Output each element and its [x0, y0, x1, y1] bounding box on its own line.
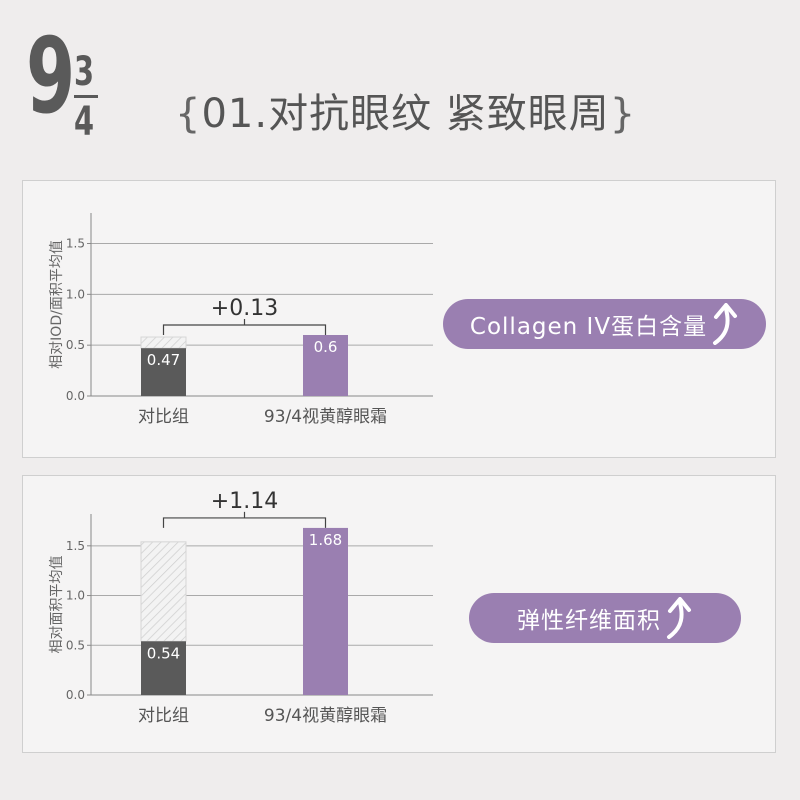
bar-product	[303, 335, 348, 396]
bar-value-label: 0.6	[314, 338, 338, 356]
y-tick-label: 1.0	[66, 589, 85, 603]
y-tick-label: 1.5	[66, 539, 85, 553]
brand-logo: 9 3 4	[26, 15, 106, 142]
logo-numerator: 3	[74, 49, 95, 95]
bar-value-label: 1.68	[309, 531, 342, 549]
elastic-badge-label: 弹性纤维面积	[517, 608, 661, 634]
arrow-up-icon	[713, 303, 738, 345]
y-tick-label: 0.5	[66, 338, 85, 352]
difference-bracket	[162, 319, 327, 335]
bar-control	[141, 348, 186, 396]
collagen-badge: Collagen IV蛋白含量	[443, 299, 766, 349]
y-tick-label: 1.0	[66, 287, 85, 301]
y-tick-label: 0.5	[66, 638, 85, 652]
section-title: {01.对抗眼纹 紧致眼周}	[175, 86, 636, 142]
title-text: 01.对抗眼纹 紧致眼周	[201, 91, 610, 137]
difference-label: +1.14	[211, 489, 278, 514]
bar-value-label: 0.54	[147, 644, 180, 662]
y-axis-label: 相对面积平均值	[49, 556, 65, 654]
y-tick-label: 0.0	[66, 688, 85, 702]
difference-bracket	[162, 511, 327, 528]
arrow-up-icon	[667, 597, 691, 639]
hatched-gap	[140, 541, 187, 642]
bar-value-label: 0.47	[147, 351, 180, 369]
chart-panel-elastic: 0.0 0.5 1.0 1.5 相对面积平均值 0.54 对比组 1.68 93/4视黄醇眼霜 +…	[22, 475, 776, 753]
difference-label: +0.13	[211, 296, 278, 321]
logo-nine: 9	[26, 15, 76, 137]
collagen-badge-label: Collagen IV蛋白含量	[469, 314, 708, 340]
logo-denominator: 4	[74, 99, 95, 145]
x-category-label: 对比组	[138, 706, 189, 726]
y-tick-label: 1.5	[66, 237, 85, 251]
bar-product	[303, 527, 348, 695]
title-close-brace: }	[609, 91, 637, 137]
x-category-label: 93/4视黄醇眼霜	[264, 407, 387, 427]
y-tick-label: 0.0	[66, 389, 85, 403]
x-category-label: 93/4视黄醇眼霜	[264, 706, 387, 726]
y-axis-label: 相对IOD/面积平均值	[49, 240, 65, 369]
x-category-label: 对比组	[138, 407, 189, 427]
title-open-brace: {	[175, 91, 202, 137]
logo-fraction-bar	[74, 95, 98, 98]
chart-panel-collagen: 0.0 0.5 1.0 1.5 相对IOD/面积平均值 0.47 对比组 0.6 93/4视黄醇…	[22, 180, 776, 458]
hatched-gap	[140, 336, 187, 349]
bar-control	[141, 641, 186, 695]
elastic-badge: 弹性纤维面积	[469, 593, 741, 643]
